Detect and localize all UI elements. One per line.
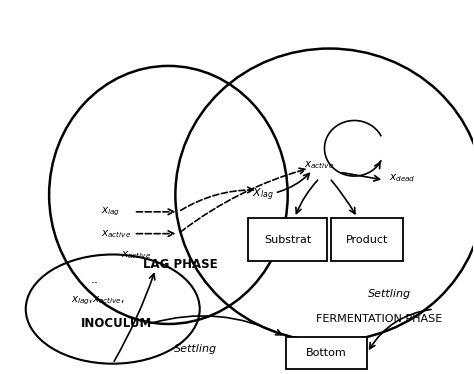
Bar (286, 337, 367, 369)
Text: $x_{dead}$: $x_{dead}$ (389, 172, 416, 184)
Text: $x_{lag}$: $x_{lag}$ (101, 206, 120, 218)
Text: $x_{active}$: $x_{active}$ (121, 249, 151, 261)
Text: LAG PHASE: LAG PHASE (143, 258, 218, 271)
Text: Settling: Settling (173, 344, 217, 354)
Text: INOCULUM: INOCULUM (81, 318, 152, 331)
Text: ..: .. (91, 273, 99, 286)
Bar (248, 218, 328, 261)
Text: FERMENTATION PHASE: FERMENTATION PHASE (316, 314, 442, 324)
Text: $x_{active}$: $x_{active}$ (304, 159, 335, 171)
Text: $X_{lag}$: $X_{lag}$ (252, 187, 273, 203)
Text: Product: Product (346, 234, 388, 245)
Text: $x_{active}$: $x_{active}$ (101, 228, 131, 240)
Text: $x_{lag}$,$x_{active}$,: $x_{lag}$,$x_{active}$, (71, 295, 125, 307)
Text: Substrat: Substrat (264, 234, 311, 245)
Text: Bottom: Bottom (306, 348, 347, 358)
Text: Settling: Settling (367, 289, 410, 299)
Bar (331, 218, 403, 261)
